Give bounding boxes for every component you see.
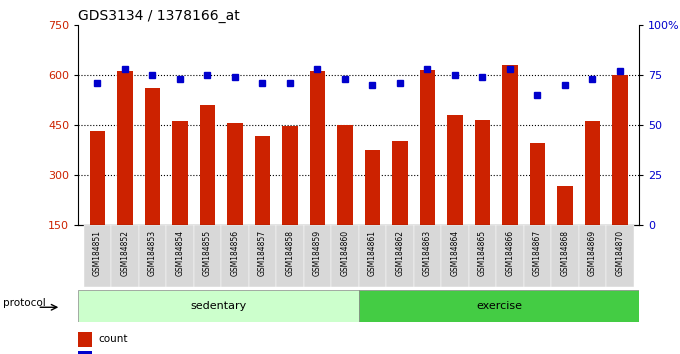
Bar: [139, 225, 166, 287]
Text: GSM184864: GSM184864: [450, 230, 460, 276]
Bar: [365, 150, 380, 225]
Bar: [166, 225, 194, 287]
Bar: [310, 72, 325, 225]
Bar: [524, 225, 551, 287]
Bar: [221, 225, 249, 287]
Bar: [392, 142, 407, 225]
Bar: [112, 225, 139, 287]
Bar: [551, 225, 579, 287]
Text: GSM184867: GSM184867: [533, 230, 542, 276]
Bar: [227, 123, 243, 225]
Text: protocol: protocol: [3, 298, 46, 308]
Bar: [475, 120, 490, 225]
Bar: [78, 332, 92, 347]
Text: GSM184861: GSM184861: [368, 230, 377, 276]
Text: GSM184854: GSM184854: [175, 230, 184, 276]
Bar: [606, 225, 634, 287]
Text: GSM184858: GSM184858: [286, 230, 294, 276]
Bar: [194, 225, 221, 287]
Bar: [145, 88, 160, 225]
Bar: [469, 225, 496, 287]
Text: exercise: exercise: [476, 301, 522, 311]
Bar: [200, 105, 215, 225]
Bar: [249, 225, 276, 287]
Text: GSM184868: GSM184868: [560, 230, 569, 276]
Text: sedentary: sedentary: [190, 301, 247, 311]
Bar: [118, 72, 133, 225]
Text: GSM184853: GSM184853: [148, 230, 157, 276]
Bar: [337, 125, 352, 225]
Bar: [358, 225, 386, 287]
Bar: [276, 225, 304, 287]
Bar: [359, 290, 639, 322]
Bar: [173, 121, 188, 225]
Bar: [84, 225, 112, 287]
Bar: [447, 115, 462, 225]
Text: GSM184866: GSM184866: [505, 230, 515, 276]
Text: GDS3134 / 1378166_at: GDS3134 / 1378166_at: [78, 9, 240, 23]
Text: count: count: [99, 334, 128, 344]
Text: GSM184862: GSM184862: [396, 230, 405, 276]
Bar: [78, 290, 359, 322]
Bar: [90, 131, 105, 225]
Bar: [331, 225, 359, 287]
Bar: [503, 65, 517, 225]
Text: GSM184855: GSM184855: [203, 230, 212, 276]
Bar: [386, 225, 413, 287]
Bar: [441, 225, 469, 287]
Text: GSM184859: GSM184859: [313, 230, 322, 276]
Text: GSM184851: GSM184851: [93, 230, 102, 276]
Text: GSM184869: GSM184869: [588, 230, 597, 276]
Bar: [496, 225, 524, 287]
Bar: [78, 352, 92, 354]
Bar: [530, 143, 545, 225]
Text: GSM184860: GSM184860: [341, 230, 350, 276]
Text: GSM184870: GSM184870: [615, 230, 624, 276]
Text: GSM184863: GSM184863: [423, 230, 432, 276]
Bar: [413, 225, 441, 287]
Bar: [255, 136, 270, 225]
Text: GSM184857: GSM184857: [258, 230, 267, 276]
Text: GSM184852: GSM184852: [120, 230, 129, 276]
Bar: [558, 187, 573, 225]
Bar: [282, 126, 298, 225]
Bar: [585, 121, 600, 225]
Bar: [420, 70, 435, 225]
Text: GSM184856: GSM184856: [231, 230, 239, 276]
Bar: [613, 75, 628, 225]
Bar: [304, 225, 331, 287]
Text: GSM184865: GSM184865: [478, 230, 487, 276]
Bar: [579, 225, 606, 287]
